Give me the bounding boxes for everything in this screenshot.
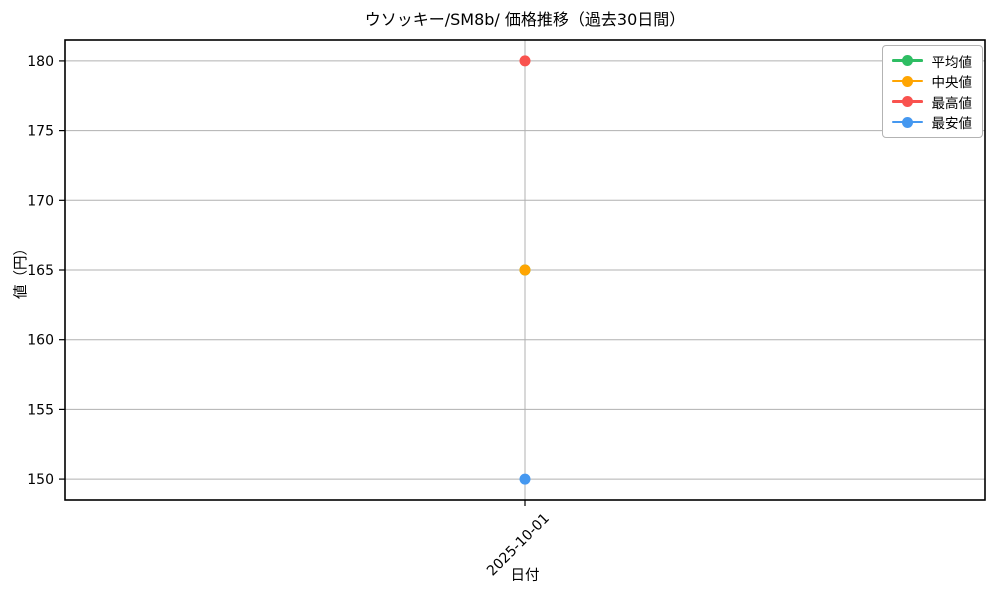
legend-line-dot-icon: [891, 75, 923, 87]
legend-label: 最安値: [931, 116, 973, 132]
legend-line-dot-icon: [891, 96, 923, 107]
chart-title: ウソッキー/SM8b/ 価格推移（過去30日間）: [364, 10, 686, 29]
data-point: [519, 55, 531, 67]
y-tick-label: 180: [27, 54, 54, 70]
legend-label: 平均値: [931, 54, 973, 71]
legend: 平均値中央値最高値最安値: [881, 45, 983, 138]
legend-item: 最高値: [891, 93, 973, 112]
legend-label: 最高値: [931, 95, 973, 112]
y-tick-label: 160: [27, 333, 54, 349]
data-point: [519, 473, 531, 485]
legend-item: 平均値: [891, 52, 973, 71]
legend-item: 最安値: [891, 114, 973, 132]
y-tick-label: 150: [27, 472, 54, 488]
x-axis-label: 日付: [510, 568, 540, 584]
legend-item: 中央値: [891, 73, 973, 91]
y-tick-label: 165: [27, 263, 54, 279]
y-axis-label: 値（円）: [13, 241, 30, 299]
plot-border: [64, 39, 986, 501]
legend-line-dot-icon: [891, 116, 923, 128]
y-tick-label: 175: [27, 124, 54, 140]
legend-line-dot-icon: [891, 55, 923, 66]
y-tick-label: 170: [27, 193, 54, 209]
y-tick-label: 155: [27, 402, 54, 418]
data-point: [519, 264, 531, 276]
legend-label: 中央値: [931, 75, 973, 91]
